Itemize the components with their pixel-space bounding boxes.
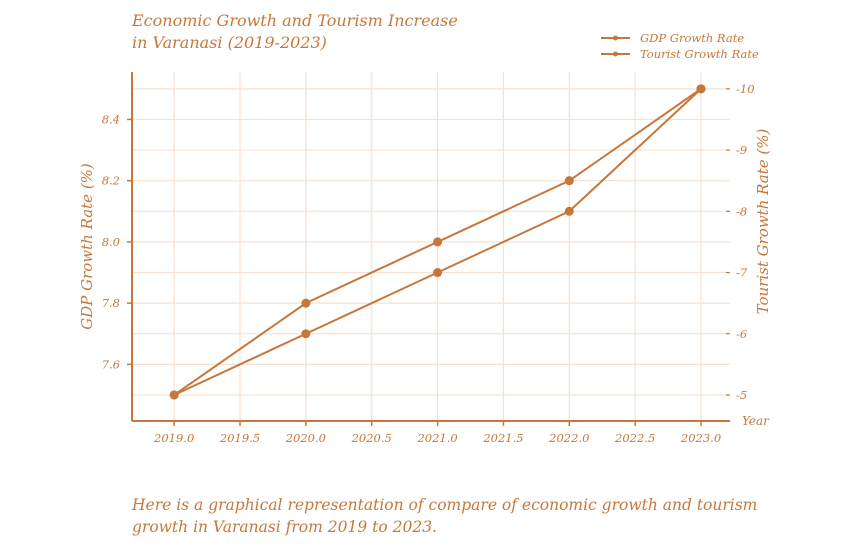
y-tick-label: 8.0	[102, 235, 120, 249]
x-axis-label: Year	[742, 414, 770, 428]
legend-label: GDP Growth Rate	[640, 31, 744, 45]
y-tick-label: 7.6	[102, 357, 120, 371]
y2-tick-label: -9	[736, 143, 747, 157]
x-tick-label: 2020.5	[351, 431, 392, 445]
x-tick-label: 2019.5	[219, 431, 260, 445]
y2-tick-label: -5	[736, 388, 747, 402]
x-tick-label: 2023.0	[680, 431, 721, 445]
data-point	[433, 268, 443, 278]
y2-axis-label: Tourist Growth Rate (%)	[754, 129, 772, 315]
y2-tick-label: -10	[736, 82, 755, 96]
y2-tick-label: -7	[736, 266, 748, 280]
data-point	[301, 329, 311, 339]
title-line-2: in Varanasi (2019-2023)	[132, 33, 327, 52]
data-point	[564, 206, 574, 216]
caption: Here is a graphical representation of co…	[132, 496, 758, 536]
x-tick-label: 2021.0	[416, 431, 457, 445]
legend-marker	[613, 51, 618, 57]
data-point	[696, 84, 706, 94]
y-tick-label: 7.8	[102, 296, 120, 310]
data-point	[301, 298, 311, 308]
data-point	[433, 237, 443, 247]
data-point	[564, 176, 574, 186]
chart-title: Economic Growth and Tourism Increase in …	[132, 10, 458, 54]
y-axis-label: GDP Growth Rate (%)	[78, 163, 96, 330]
x-tick-label: 2020.0	[285, 431, 326, 445]
y2-tick-label: -8	[736, 204, 747, 218]
x-tick-label: 2019.0	[153, 431, 194, 445]
title-line-1: Economic Growth and Tourism Increase	[132, 11, 458, 30]
y2-tick-label: -6	[736, 327, 747, 341]
x-tick-label: 2022.5	[614, 431, 655, 445]
legend-label: Tourist Growth Rate	[640, 47, 759, 61]
y-tick-label: 8.4	[102, 112, 120, 126]
data-point	[169, 390, 179, 400]
x-tick-label: 2021.5	[482, 431, 523, 445]
legend-marker	[613, 35, 618, 41]
x-tick-label: 2022.0	[548, 431, 589, 445]
y-tick-label: 8.2	[102, 174, 120, 188]
